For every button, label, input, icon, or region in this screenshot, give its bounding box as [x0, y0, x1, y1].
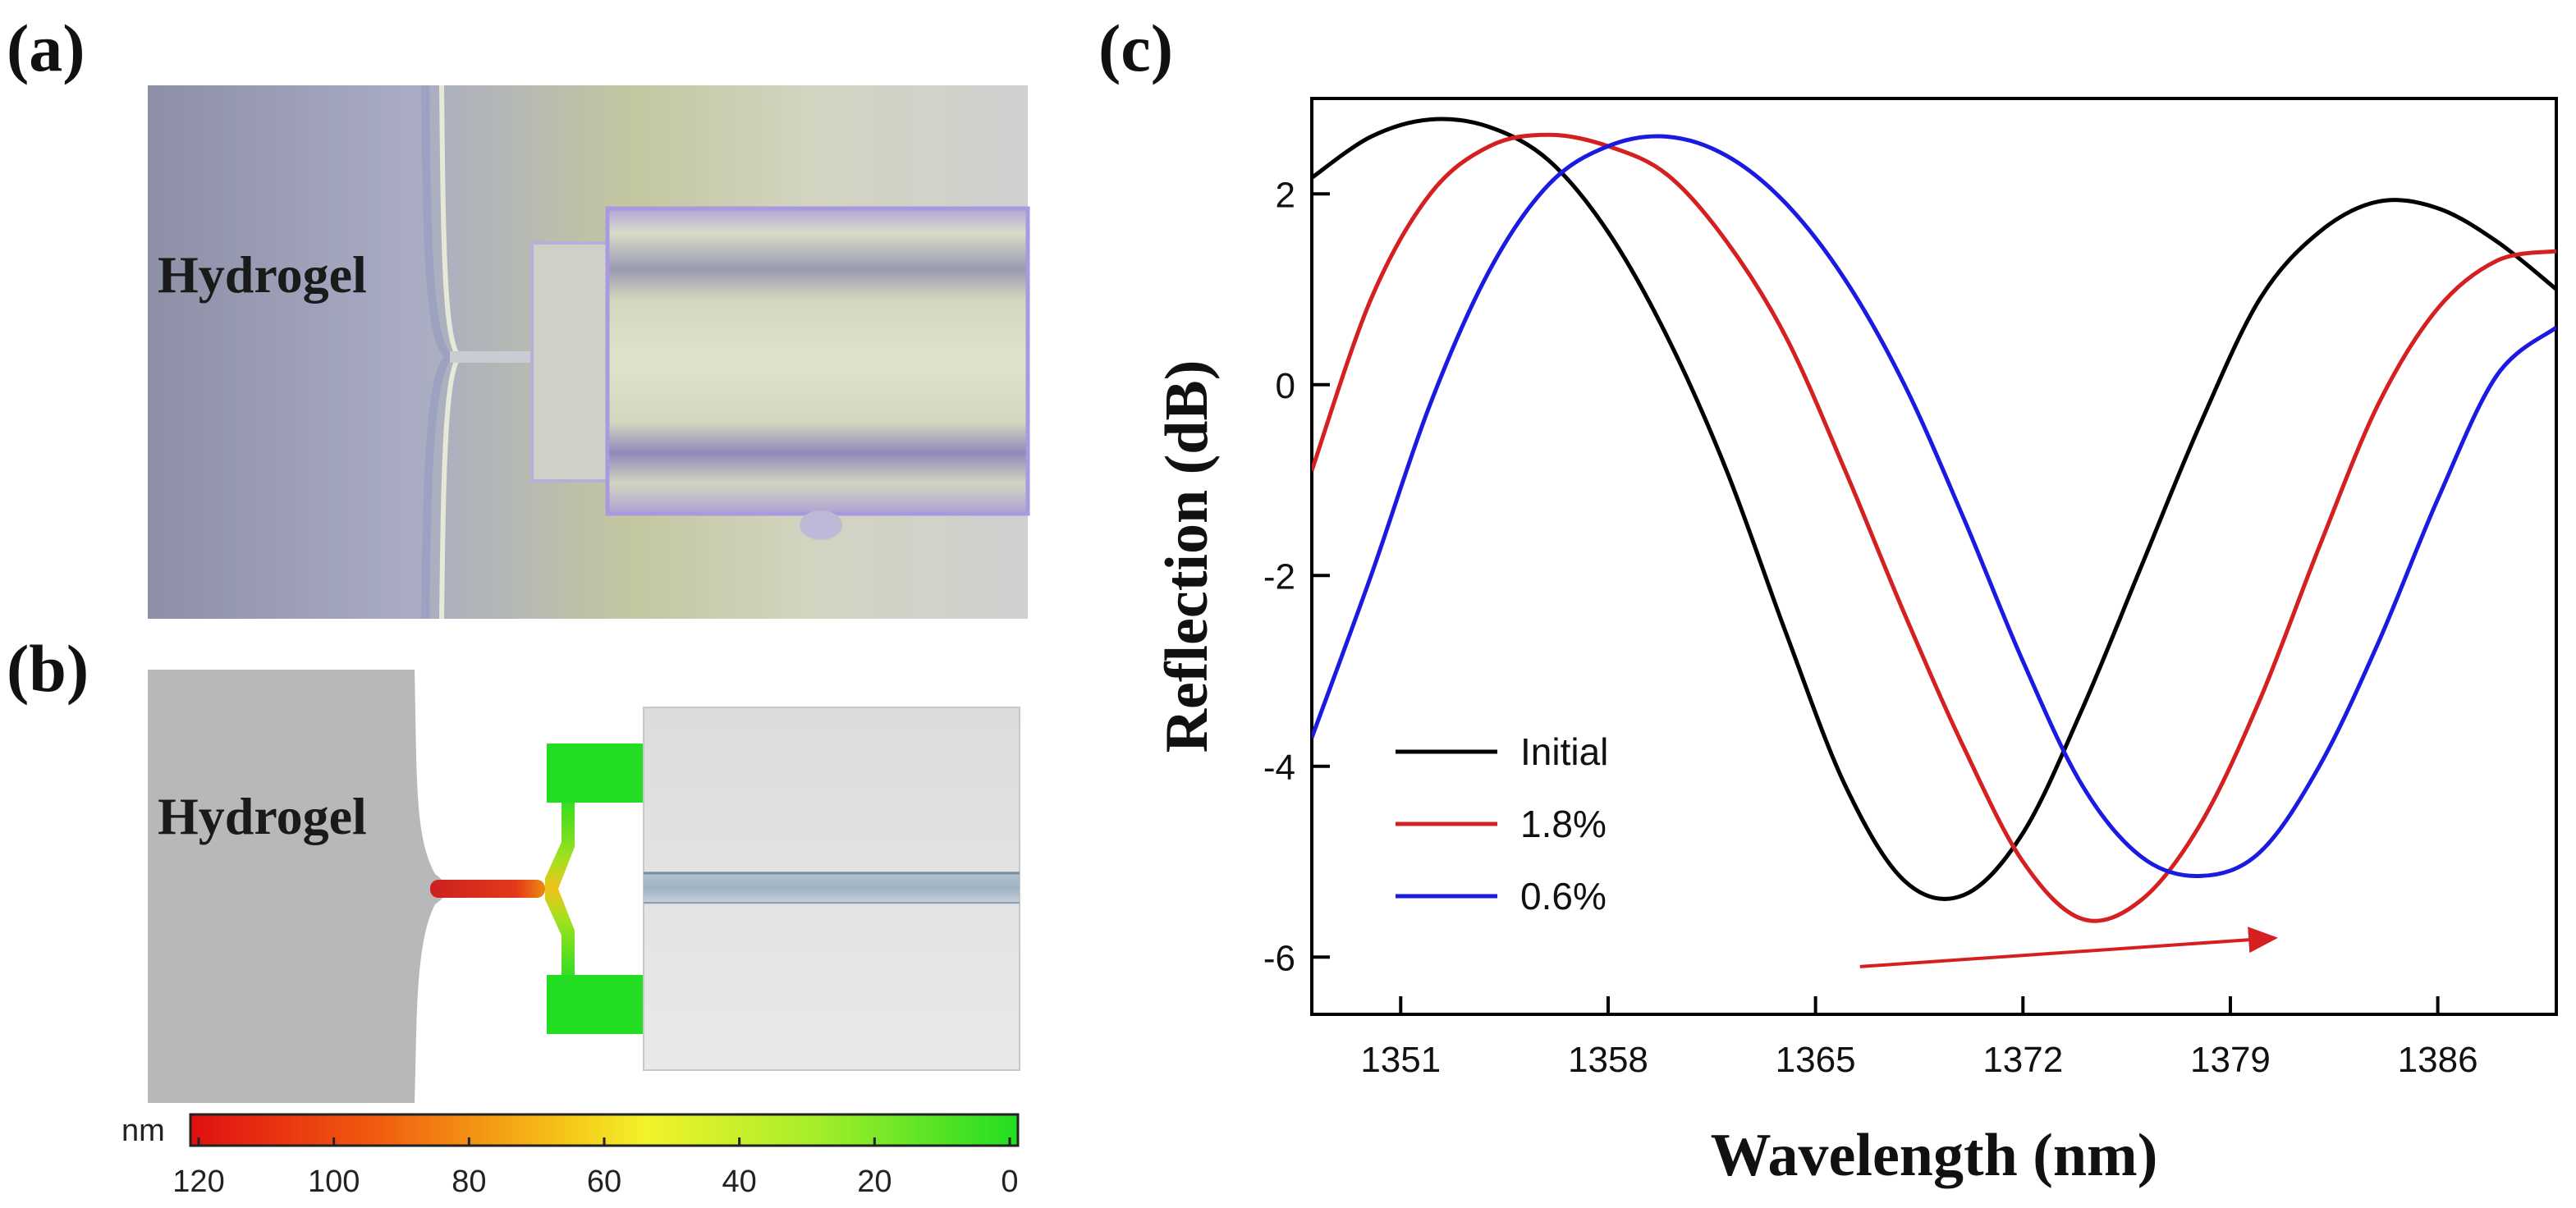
x-tick-label: 1358	[1568, 1040, 1648, 1080]
y-tick-label: 0	[1276, 366, 1295, 406]
colorbar-tick-label: 80	[451, 1165, 486, 1199]
series-line-initial	[1312, 117, 2556, 901]
colorbar: nm 120 100 80 60 40 20 0	[121, 1113, 1020, 1199]
y-tick-label: -4	[1263, 748, 1295, 788]
y-tick-label: 2	[1276, 175, 1295, 215]
panel-b-hydrogel-text: Hydrogel	[158, 787, 367, 845]
x-tick-label: 1365	[1776, 1040, 1856, 1080]
panel-b-label: (b)	[7, 631, 89, 706]
colorbar-tick-label: 100	[308, 1165, 360, 1199]
legend-label-initial: Initial	[1520, 730, 1608, 773]
series-line-s06	[1312, 134, 2556, 878]
panel-c-label: (c)	[1098, 11, 1173, 85]
plot-frame	[1310, 97, 2558, 1016]
panel-a-hydrogel-text: Hydrogel	[158, 245, 367, 304]
y-tick-label: -2	[1263, 556, 1295, 597]
x-tick-label: 1351	[1360, 1040, 1441, 1080]
colorbar-tick-label: 40	[722, 1165, 757, 1199]
y-axis-title: Reflection (dB)	[1153, 360, 1221, 753]
panel-a-image: Hydrogel	[148, 85, 1030, 620]
panel-b-simulation: Hydrogel	[148, 670, 1020, 1103]
legend: Initial 1.8% 0.6%	[1396, 730, 1608, 917]
panel-a-label: (a)	[7, 11, 85, 85]
legend-label-s18: 1.8%	[1520, 803, 1607, 845]
series-line-s18	[1312, 132, 2556, 923]
x-tick-label: 1372	[1982, 1040, 2063, 1080]
reflection-chart: 1351 1358 1365 1372 1379 1386 -6 -4 -2 0 2 Initial…	[1153, 97, 2558, 1189]
colorbar-unit: nm	[121, 1114, 165, 1148]
legend-label-s06: 0.6%	[1520, 875, 1607, 917]
colorbar-ticks: 120 100 80 60 40 20 0	[172, 1137, 1019, 1199]
colorbar-tick-label: 20	[857, 1165, 892, 1199]
x-tick-label: 1379	[2190, 1040, 2271, 1080]
x-tick-label: 1386	[2398, 1040, 2478, 1080]
x-axis-title: Wavelength (nm)	[1711, 1122, 2158, 1189]
colorbar-tick-label: 0	[1001, 1165, 1018, 1199]
y-tick-label: -6	[1263, 938, 1295, 978]
colorbar-tick-label: 60	[587, 1165, 621, 1199]
shift-arrow	[1859, 927, 2279, 968]
colorbar-tick-label: 120	[172, 1165, 224, 1199]
